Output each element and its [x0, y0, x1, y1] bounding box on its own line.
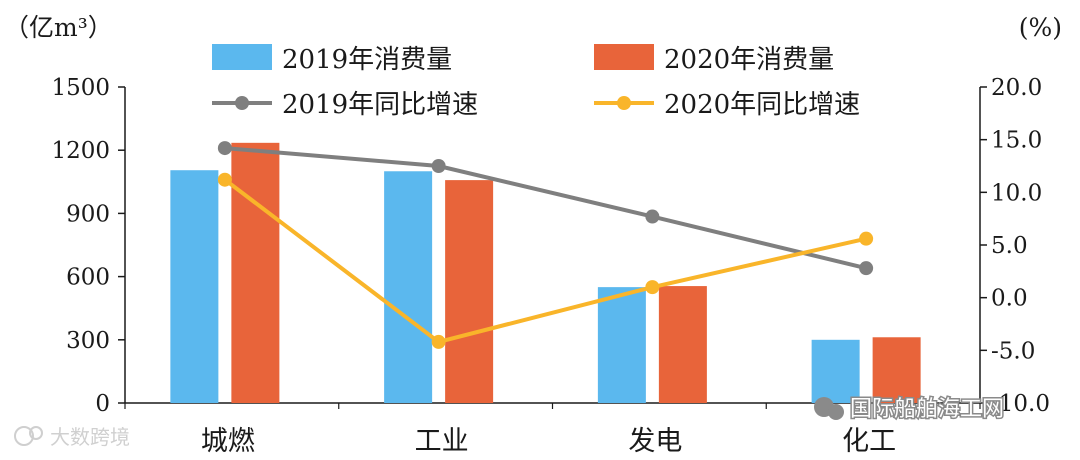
legend-label: 2019年同比增速: [282, 90, 478, 120]
legend-label: 2020年消费量: [664, 45, 834, 75]
bar-2020: [872, 337, 921, 403]
left-tick-label: 600: [66, 265, 110, 291]
watermark-right: 国际船舶海工网: [850, 397, 1004, 422]
legend-swatch: [594, 44, 654, 70]
line-point: [431, 334, 446, 349]
left-axis-unit: （亿m³）: [4, 13, 113, 42]
line-2019: [224, 146, 867, 271]
right-tick-label: 15.0: [991, 128, 1042, 154]
wechat-icon: [828, 404, 844, 420]
legend-label: 2020年同比增速: [664, 90, 860, 120]
bar-2020: [658, 286, 707, 403]
legend-swatch: [212, 44, 272, 70]
line-point: [431, 159, 446, 173]
bar-2019: [170, 170, 219, 403]
right-tick-label: 0.0: [991, 286, 1028, 312]
right-tick-label: -5.0: [991, 338, 1035, 364]
legend-label: 2019年消费量: [282, 45, 452, 75]
line-point: [645, 209, 660, 224]
left-tick-label: 1200: [51, 138, 110, 164]
watermarks: 大数跨境 国际船舶海工网: [14, 396, 1006, 449]
line-point: [859, 231, 874, 246]
left-tick-label: 1500: [51, 75, 110, 101]
bar-2019: [384, 171, 433, 403]
bar-2020: [445, 180, 494, 403]
right-axis-unit: (%): [1019, 13, 1062, 42]
legend: 2019年消费量 2020年消费量 2019年同比增速 2020年同比增速: [212, 44, 860, 120]
left-tick-label: 300: [66, 328, 110, 354]
watermark-logo-icon: [29, 426, 43, 440]
bar-2019: [811, 339, 860, 403]
watermark-left: 大数跨境: [50, 425, 130, 449]
category-label: 城燃: [201, 426, 255, 456]
line-point: [217, 172, 232, 187]
line-2020: [223, 178, 867, 345]
line-point: [217, 141, 232, 156]
left-tick-label: 0: [95, 391, 110, 417]
left-tick-label: 900: [66, 201, 110, 227]
right-tick-label: 5.0: [991, 233, 1028, 259]
legend-marker: [235, 96, 249, 110]
bar-2020: [231, 142, 280, 403]
category-label: 工业: [415, 426, 469, 456]
right-tick-label: -10.0: [991, 391, 1050, 417]
category-label: 化工: [842, 426, 896, 456]
legend-marker: [617, 96, 631, 110]
line-point: [859, 261, 874, 276]
category-label: 发电: [628, 426, 682, 456]
bar-2019: [597, 287, 646, 403]
lines: [217, 141, 874, 349]
line-point: [645, 280, 660, 295]
axis-labels: 0 300 600 900 1200 1500 -10.0 -5.0 0.0 5.0 10.0 15.…: [4, 13, 1062, 457]
right-tick-label: 10.0: [991, 180, 1042, 206]
watermark-logo-icon: [14, 426, 34, 446]
right-tick-label: 20.0: [991, 75, 1042, 101]
bars: [170, 142, 921, 403]
